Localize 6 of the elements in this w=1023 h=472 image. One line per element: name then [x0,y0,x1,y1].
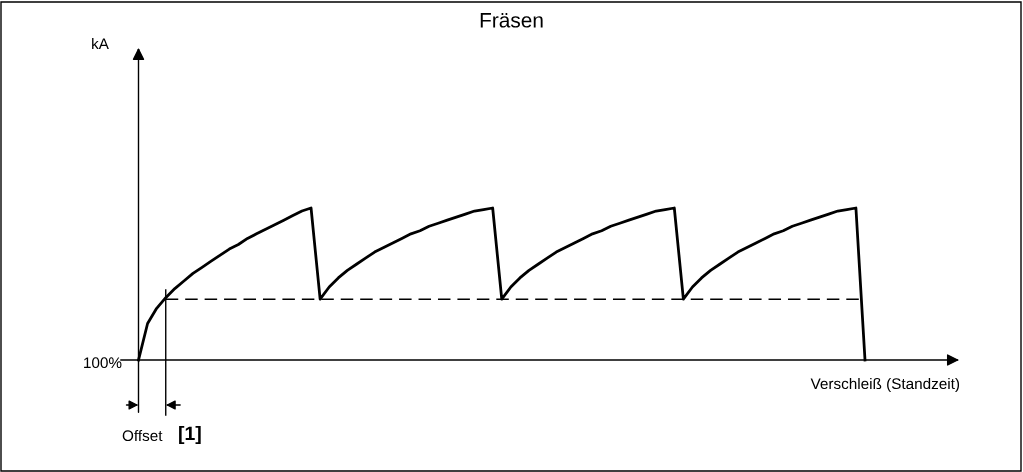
text: Offset [122,429,163,442]
x-axis-title: Verschleiß (Standzeit) [810,377,960,393]
text: [1] [179,425,201,445]
text: kA [92,37,109,49]
chart-title: Fräsen [480,13,543,28]
text: 100% [84,357,122,369]
